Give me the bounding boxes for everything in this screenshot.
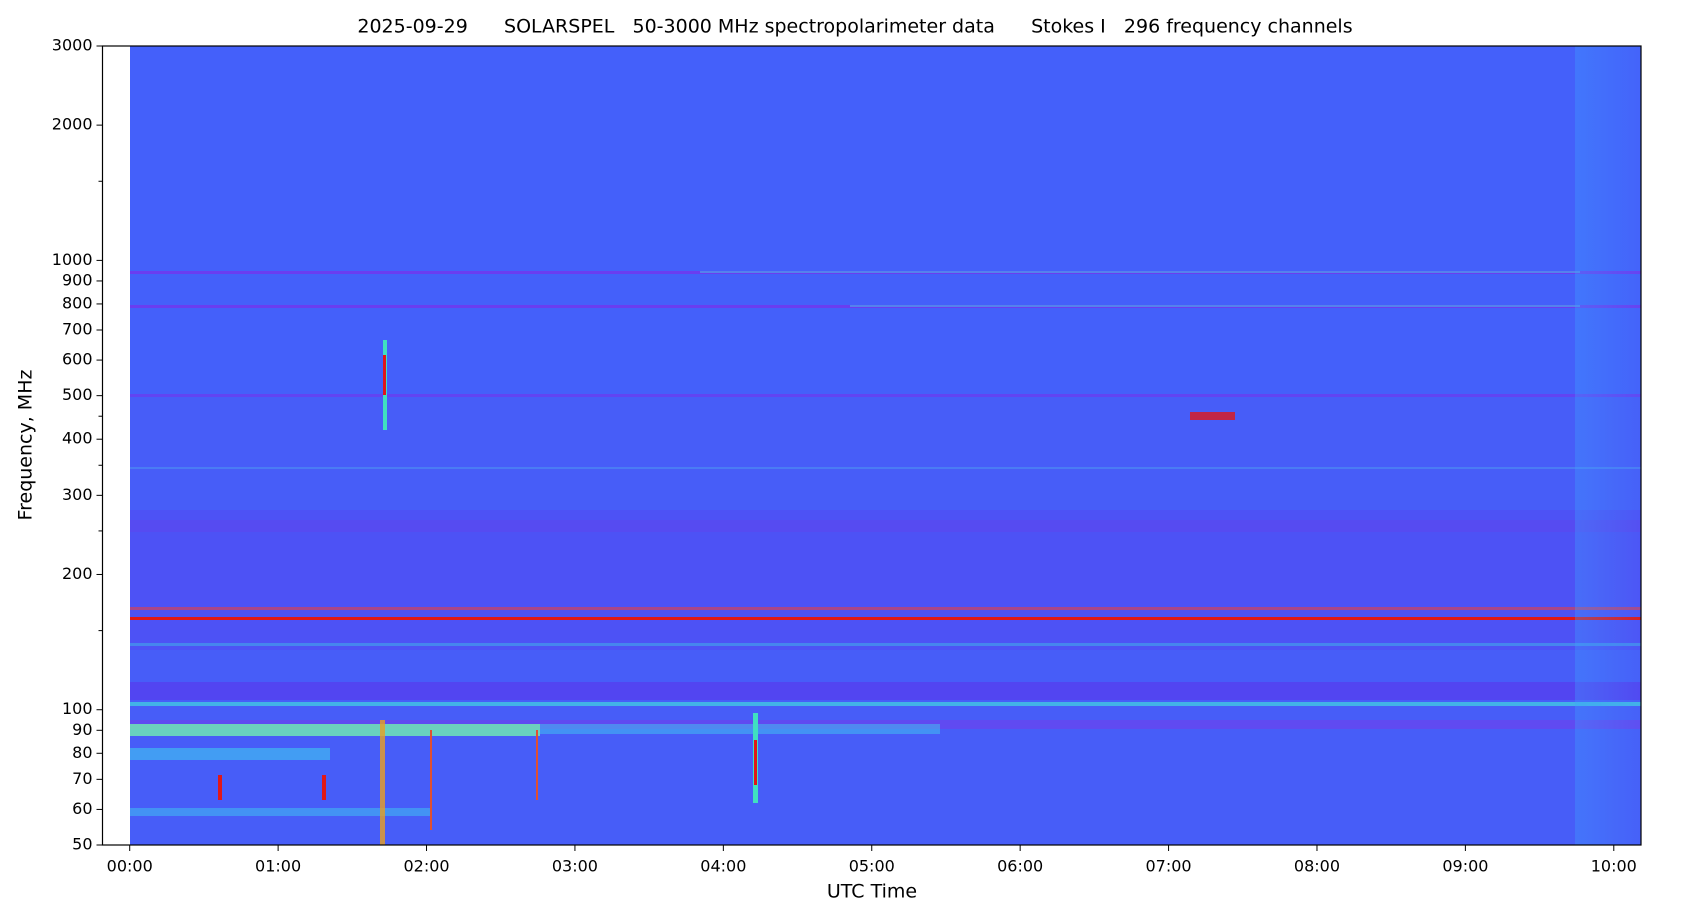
x-tick-label: 07:00 xyxy=(1146,857,1192,876)
y-tick-label: 500 xyxy=(62,385,93,404)
spectrogram-field xyxy=(130,46,1641,845)
x-tick-label: 04:00 xyxy=(700,857,746,876)
chart-title: 2025-09-29 SOLARSPEL 50-3000 MHz spectro… xyxy=(357,16,1352,38)
y-tick-label: 70 xyxy=(72,769,92,788)
y-axis-title: Frequency, MHz xyxy=(15,370,37,521)
y-tick-label: 3000 xyxy=(52,36,93,55)
x-tick-label: 10:00 xyxy=(1591,857,1637,876)
x-tick-label: 02:00 xyxy=(403,857,449,876)
y-tick-label: 90 xyxy=(72,720,92,739)
x-tick-label: 09:00 xyxy=(1442,857,1488,876)
y-tick-label: 400 xyxy=(62,429,93,448)
y-tick-label: 300 xyxy=(62,485,93,504)
y-tick-label: 700 xyxy=(62,319,93,338)
y-tick-label: 200 xyxy=(62,564,93,583)
x-tick-label: 01:00 xyxy=(255,857,301,876)
y-tick-label: 60 xyxy=(72,799,92,818)
y-tick-label: 800 xyxy=(62,293,93,312)
y-tick-label: 50 xyxy=(72,835,92,854)
x-tick-label: 00:00 xyxy=(107,857,153,876)
y-tick-label: 600 xyxy=(62,350,93,369)
x-tick-label: 05:00 xyxy=(849,857,895,876)
x-tick-label: 03:00 xyxy=(552,857,598,876)
y-tick-label: 900 xyxy=(62,270,93,289)
y-tick-label: 1000 xyxy=(52,250,93,269)
x-axis-title: UTC Time xyxy=(827,881,917,903)
y-tick-label: 2000 xyxy=(52,115,93,134)
y-tick-label: 100 xyxy=(62,699,93,718)
y-tick-label: 80 xyxy=(72,743,92,762)
x-tick-label: 06:00 xyxy=(997,857,1043,876)
x-tick-label: 08:00 xyxy=(1294,857,1340,876)
